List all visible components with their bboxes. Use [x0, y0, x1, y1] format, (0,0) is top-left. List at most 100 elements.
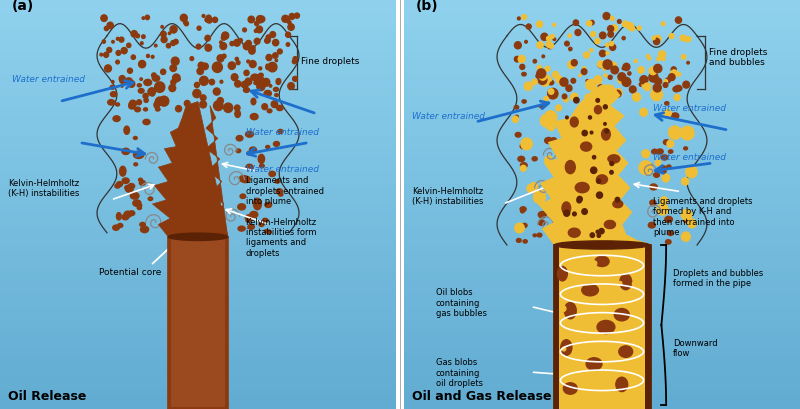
Bar: [404, 102, 800, 109]
Circle shape: [582, 209, 587, 215]
Circle shape: [577, 197, 582, 202]
Circle shape: [588, 268, 592, 272]
Bar: [404, 286, 800, 293]
Ellipse shape: [265, 202, 272, 208]
Bar: [0, 314, 396, 320]
Bar: [0, 143, 396, 150]
Bar: [404, 300, 800, 307]
Circle shape: [664, 81, 667, 84]
Circle shape: [687, 38, 691, 42]
Circle shape: [565, 42, 570, 47]
Bar: [0, 27, 396, 34]
Ellipse shape: [128, 184, 134, 189]
Ellipse shape: [248, 225, 254, 230]
Circle shape: [178, 79, 180, 81]
Bar: [404, 150, 800, 157]
Circle shape: [628, 73, 631, 76]
Circle shape: [218, 57, 222, 61]
Text: Oil blobs
containing
gas bubbles: Oil blobs containing gas bubbles: [436, 288, 486, 317]
Ellipse shape: [562, 202, 570, 215]
Ellipse shape: [570, 118, 578, 128]
Ellipse shape: [126, 187, 133, 193]
Circle shape: [171, 58, 179, 66]
Bar: [0, 238, 396, 245]
Ellipse shape: [594, 106, 602, 115]
Circle shape: [654, 85, 662, 93]
Ellipse shape: [239, 176, 247, 182]
Circle shape: [266, 66, 270, 70]
Circle shape: [256, 27, 262, 34]
Ellipse shape: [652, 150, 658, 155]
Circle shape: [146, 55, 150, 58]
Bar: [404, 382, 800, 389]
Ellipse shape: [241, 177, 250, 183]
Bar: [0, 48, 396, 54]
Ellipse shape: [608, 155, 620, 164]
Ellipse shape: [649, 164, 652, 167]
Circle shape: [610, 43, 614, 47]
Circle shape: [199, 77, 208, 86]
Circle shape: [579, 75, 582, 77]
Circle shape: [222, 36, 226, 41]
Circle shape: [111, 81, 114, 84]
Circle shape: [218, 98, 223, 105]
Ellipse shape: [264, 91, 271, 97]
Bar: [0, 75, 396, 82]
Bar: [404, 34, 800, 41]
Circle shape: [621, 77, 626, 83]
Circle shape: [571, 79, 576, 84]
Bar: [404, 327, 800, 334]
Circle shape: [553, 72, 558, 79]
Bar: [404, 320, 800, 327]
Circle shape: [116, 61, 119, 65]
Circle shape: [190, 58, 194, 61]
Circle shape: [270, 32, 275, 38]
Circle shape: [140, 43, 143, 45]
Ellipse shape: [125, 79, 132, 84]
Circle shape: [633, 94, 641, 102]
Circle shape: [288, 25, 294, 31]
Ellipse shape: [124, 127, 130, 135]
Bar: [404, 402, 800, 409]
Circle shape: [596, 231, 599, 234]
Circle shape: [595, 39, 600, 45]
Ellipse shape: [657, 150, 663, 155]
Ellipse shape: [251, 75, 259, 81]
Circle shape: [548, 45, 552, 50]
Circle shape: [544, 97, 549, 102]
Circle shape: [175, 106, 182, 112]
Bar: [404, 109, 800, 116]
Circle shape: [265, 39, 270, 44]
Circle shape: [575, 30, 581, 36]
Bar: [171, 237, 225, 407]
Circle shape: [217, 56, 224, 63]
Bar: [0, 204, 396, 211]
Bar: [0, 20, 396, 27]
Circle shape: [568, 35, 571, 38]
Circle shape: [631, 249, 636, 254]
Circle shape: [608, 76, 612, 80]
Circle shape: [685, 38, 690, 43]
Circle shape: [142, 18, 145, 20]
Bar: [0, 259, 396, 266]
Circle shape: [642, 151, 650, 158]
Circle shape: [257, 17, 263, 24]
Circle shape: [683, 82, 690, 89]
Bar: [0, 327, 396, 334]
Circle shape: [293, 57, 298, 62]
Circle shape: [594, 79, 597, 81]
Bar: [168, 237, 228, 409]
Circle shape: [639, 162, 652, 175]
Ellipse shape: [650, 202, 656, 206]
Text: Water entrained: Water entrained: [412, 112, 485, 121]
Circle shape: [518, 18, 520, 21]
Circle shape: [634, 294, 637, 296]
Circle shape: [614, 90, 622, 98]
Circle shape: [249, 48, 255, 55]
Bar: [0, 54, 396, 61]
Ellipse shape: [522, 101, 526, 104]
Ellipse shape: [140, 223, 146, 227]
Circle shape: [574, 21, 578, 26]
Bar: [404, 245, 800, 252]
Ellipse shape: [250, 148, 257, 153]
